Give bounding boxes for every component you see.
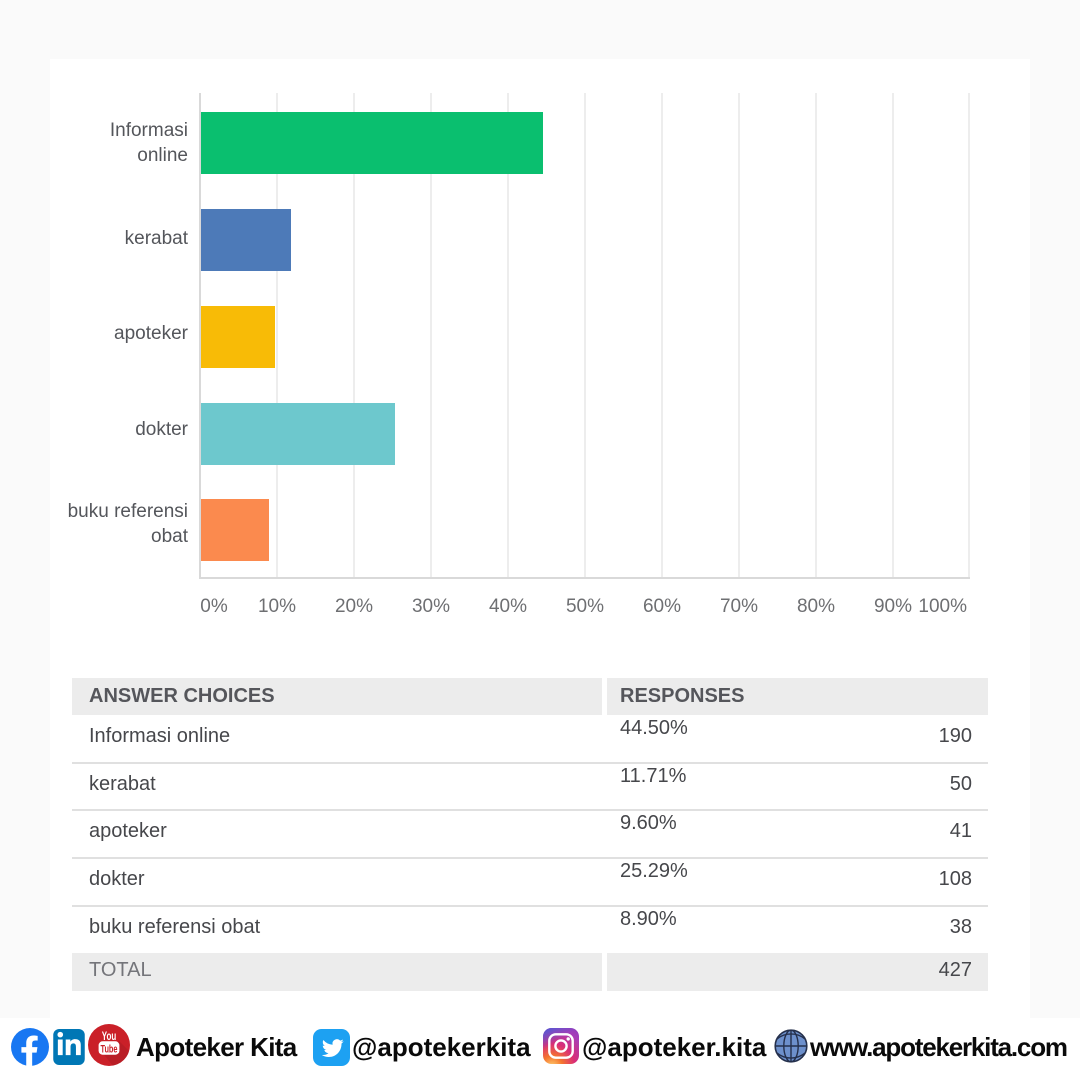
svg-text:You: You <box>102 1029 117 1043</box>
svg-text:Tube: Tube <box>101 1043 118 1055</box>
